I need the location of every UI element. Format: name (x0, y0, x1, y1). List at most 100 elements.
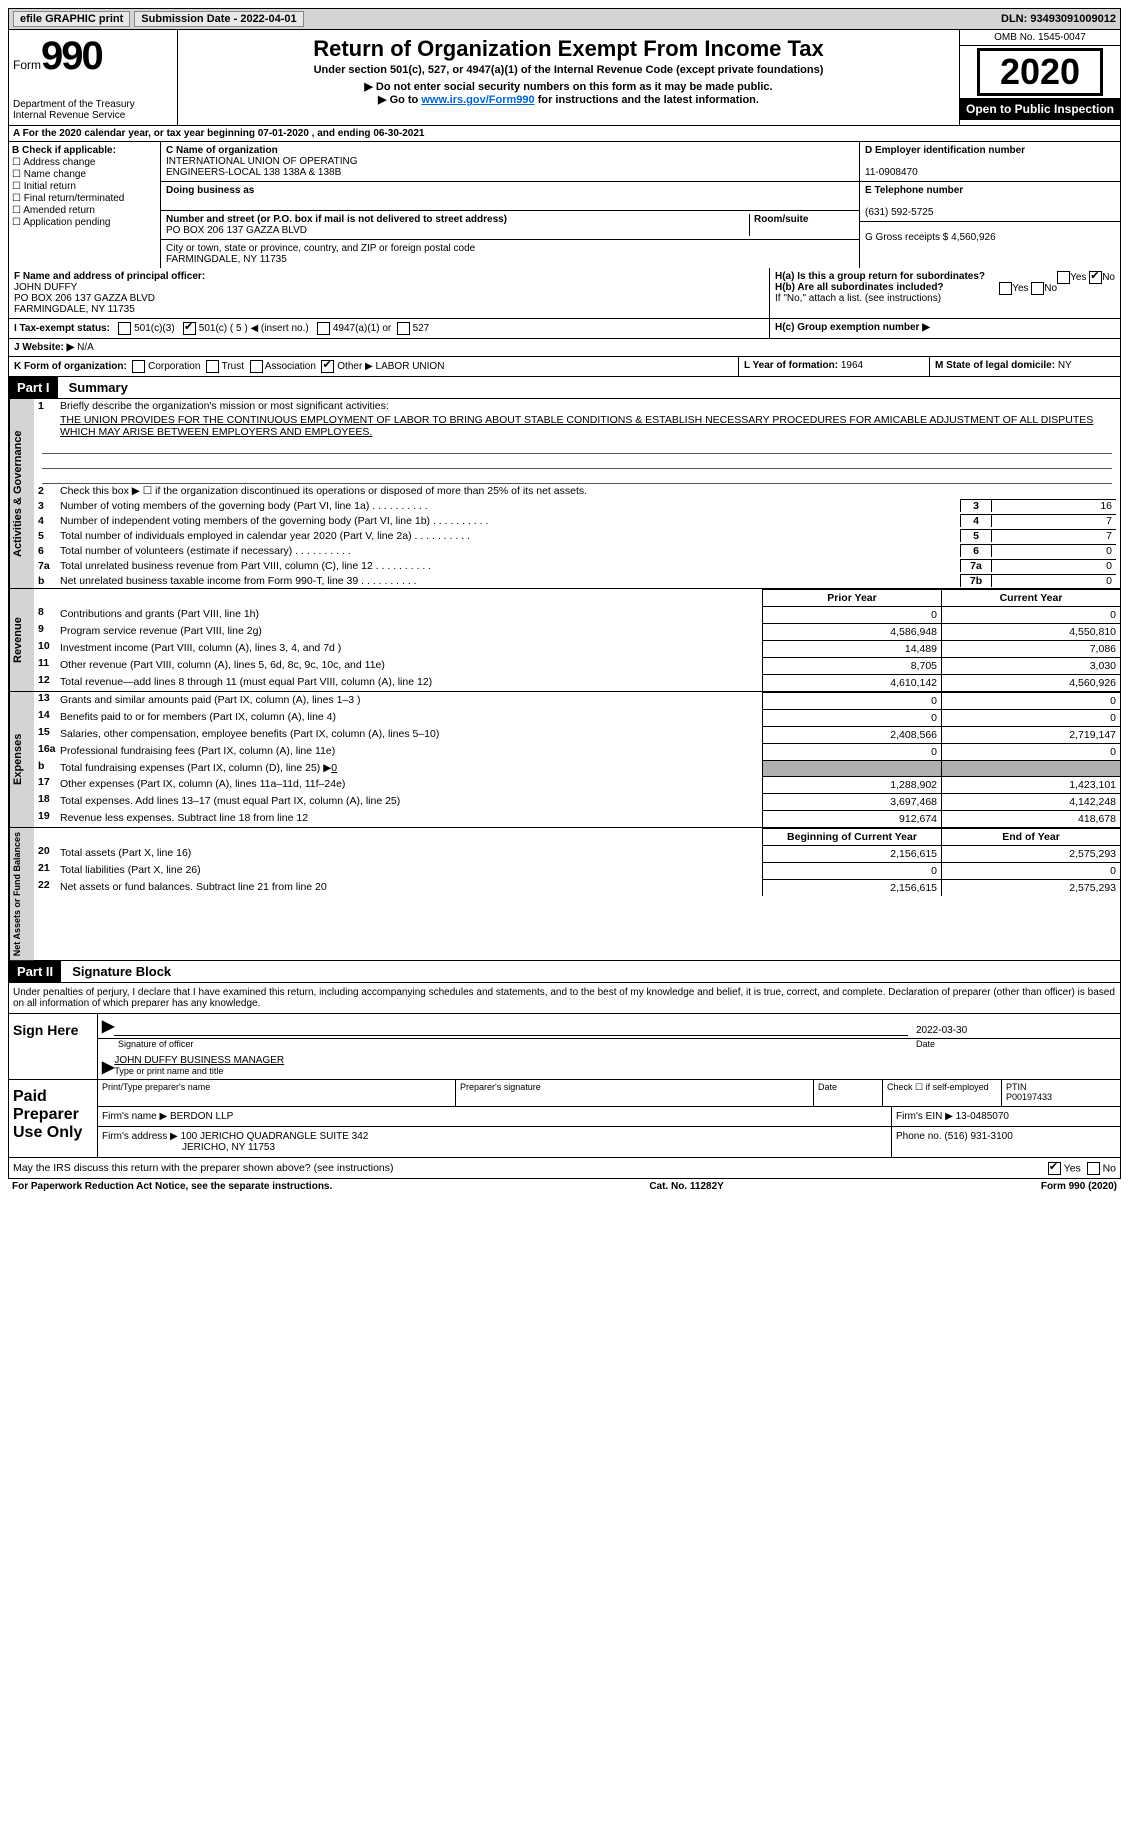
arrow-icon: ▶ (102, 1016, 114, 1036)
ptin-label: PTIN (1006, 1082, 1027, 1092)
dba-label: Doing business as (166, 185, 254, 196)
c22: 2,575,293 (941, 879, 1120, 896)
footer: For Paperwork Reduction Act Notice, see … (8, 1179, 1121, 1194)
v7a: 0 (991, 559, 1116, 572)
footer-mid: Cat. No. 11282Y (649, 1181, 723, 1192)
sig-date: 2022-03-30 (908, 1025, 1116, 1036)
c16b-shaded (941, 760, 1120, 776)
k-assoc[interactable] (250, 360, 263, 373)
k-trust[interactable] (206, 360, 219, 373)
box-d-e-g: D Employer identification number11-09084… (859, 142, 1120, 268)
m-val: NY (1058, 360, 1072, 371)
l19: Revenue less expenses. Subtract line 18 … (60, 812, 308, 824)
expenses-section: Expenses 13Grants and similar amounts pa… (8, 692, 1121, 828)
header-right: OMB No. 1545-0047 2020 Open to Public In… (959, 30, 1120, 125)
vert-rev: Revenue (9, 589, 34, 691)
cb-address-label: Address change (23, 157, 95, 168)
l-val: 1964 (841, 360, 863, 371)
l17: Other expenses (Part IX, column (A), lin… (60, 778, 345, 790)
p13: 0 (762, 692, 941, 709)
firm-phone-label: Phone no. (896, 1131, 944, 1142)
part2-heading: Signature Block (64, 964, 171, 979)
penalties-text: Under penalties of perjury, I declare th… (9, 983, 1120, 1013)
l20: Total assets (Part X, line 16) (60, 847, 191, 859)
org-name-label: C Name of organization (166, 145, 278, 156)
l16b-val: 0 (331, 762, 337, 774)
note2-post: for instructions and the latest informat… (535, 94, 759, 106)
hb-yes[interactable] (999, 282, 1012, 295)
te-527[interactable] (397, 322, 410, 335)
dln-label: DLN: (1001, 13, 1030, 25)
page-title: Return of Organization Exempt From Incom… (182, 36, 955, 62)
firm-name-label: Firm's name ▶ (102, 1111, 167, 1122)
tax-exempt-label: I Tax-exempt status: (14, 323, 110, 334)
hb-label: H(b) Are all subordinates included? (775, 282, 944, 293)
officer-addr1: PO BOX 206 137 GAZZA BLVD (14, 293, 155, 304)
firm-name: BERDON LLP (170, 1111, 233, 1122)
submission-date: 2022-04-01 (240, 13, 296, 25)
form-number: 990 (41, 34, 102, 78)
paid-preparer: Paid Preparer Use Only (9, 1080, 98, 1157)
efile-btn[interactable]: efile GRAPHIC print (13, 11, 130, 27)
cb-amended-label: Amended return (23, 205, 95, 216)
city-val: FARMINGDALE, NY 11735 (166, 254, 287, 265)
c16a: 0 (941, 743, 1120, 760)
phone-val: (631) 592-5725 (865, 207, 933, 218)
firm-ein-label: Firm's EIN ▶ (896, 1111, 953, 1122)
ha-yes[interactable] (1057, 271, 1070, 284)
footer-left: For Paperwork Reduction Act Notice, see … (12, 1181, 332, 1192)
te-o3: 4947(a)(1) or (333, 323, 391, 334)
k-other[interactable] (321, 360, 334, 373)
form990-link[interactable]: www.irs.gov/Form990 (421, 94, 534, 106)
firm-addr: 100 JERICHO QUADRANGLE SUITE 342 (181, 1131, 369, 1142)
hb-no[interactable] (1031, 282, 1044, 295)
c11: 3,030 (941, 657, 1120, 674)
te-501c3[interactable] (118, 322, 131, 335)
ptin-val: P00197433 (1006, 1092, 1052, 1102)
cb-pending-label: Application pending (23, 217, 110, 228)
p18: 3,697,468 (762, 793, 941, 810)
cb-address[interactable]: ☐ Address change (12, 157, 157, 168)
cb-initial[interactable]: ☐ Initial return (12, 181, 157, 192)
signature-section: Under penalties of perjury, I declare th… (8, 983, 1121, 1158)
footer-right: Form 990 (2020) (1041, 1181, 1117, 1192)
cb-name[interactable]: ☐ Name change (12, 169, 157, 180)
vert-net: Net Assets or Fund Balances (9, 828, 34, 960)
ein-label: D Employer identification number (865, 145, 1025, 156)
p11: 8,705 (762, 657, 941, 674)
net-assets-section: Net Assets or Fund Balances Beginning of… (8, 828, 1121, 961)
firm-phone: (516) 931-3100 (944, 1131, 1012, 1142)
m-label: M State of legal domicile: (935, 360, 1058, 371)
k-o4: Other ▶ (337, 361, 372, 372)
c10: 7,086 (941, 640, 1120, 657)
pt-check[interactable]: Check ☐ if self-employed (887, 1082, 989, 1092)
officer-label: F Name and address of principal officer: (14, 271, 205, 282)
discuss-yes[interactable] (1048, 1162, 1061, 1175)
k-corp[interactable] (132, 360, 145, 373)
pt-name-label: Print/Type preparer's name (102, 1082, 210, 1092)
dln: DLN: 93493091009012 (1001, 13, 1116, 25)
ruled-1 (42, 439, 1112, 454)
cb-amended[interactable]: ☐ Amended return (12, 205, 157, 216)
p16a: 0 (762, 743, 941, 760)
l21: Total liabilities (Part X, line 26) (60, 864, 201, 876)
ha-no[interactable] (1089, 271, 1102, 284)
topbar: efile GRAPHIC print Submission Date - 20… (8, 8, 1121, 30)
cb-final[interactable]: ☐ Final return/terminated (12, 193, 157, 204)
omb-number: OMB No. 1545-0047 (960, 30, 1120, 46)
gross-val: 4,560,926 (951, 232, 996, 243)
c15: 2,719,147 (941, 726, 1120, 743)
l4: Number of independent voting members of … (60, 515, 430, 527)
p10: 14,489 (762, 640, 941, 657)
te-501c[interactable] (183, 322, 196, 335)
te-4947[interactable] (317, 322, 330, 335)
l1-text: THE UNION PROVIDES FOR THE CONTINUOUS EM… (60, 414, 1116, 438)
discuss-no[interactable] (1087, 1162, 1100, 1175)
v4: 7 (991, 514, 1116, 527)
p9: 4,586,948 (762, 623, 941, 640)
c21: 0 (941, 862, 1120, 879)
c18: 4,142,248 (941, 793, 1120, 810)
open-inspection: Open to Public Inspection (960, 98, 1120, 120)
cb-pending[interactable]: ☐ Application pending (12, 217, 157, 228)
header-row: Form990 Department of the Treasury Inter… (8, 30, 1121, 126)
